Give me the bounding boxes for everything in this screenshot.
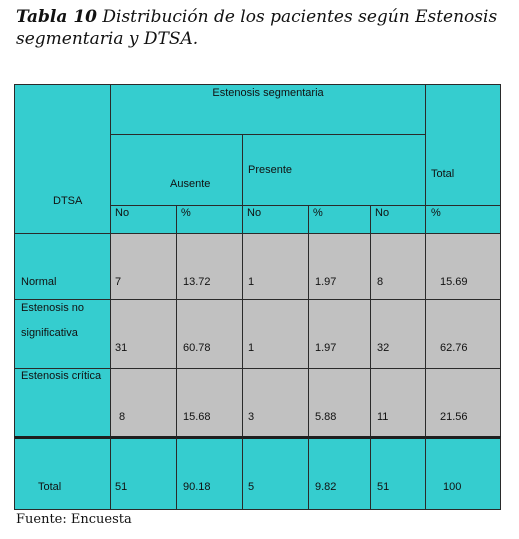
subheader-cell: % — [176, 205, 243, 234]
table-cell: 60.78 — [176, 299, 243, 369]
table-cell: 100 — [425, 436, 501, 510]
table-cell: 32 — [370, 299, 426, 369]
table-cell: 1.97 — [308, 299, 371, 369]
header-total: Total — [425, 84, 501, 206]
table-cell: 21.56 — [425, 368, 501, 437]
subheader-cell: No — [370, 205, 426, 234]
table-cell: 1 — [242, 299, 309, 369]
header-dtsa: DTSA — [14, 84, 111, 234]
header-group: Estenosis segmentaria — [110, 84, 426, 135]
row-label-total: Total — [14, 436, 111, 510]
table-cell: 15.69 — [425, 233, 501, 300]
row-label-normal: Normal — [14, 233, 111, 300]
table-cell: 5 — [242, 436, 309, 510]
table-cell: 31 — [110, 299, 177, 369]
table-source: Fuente: Encuesta — [16, 512, 132, 527]
table-cell: 8 — [110, 368, 177, 437]
table-caption: Tabla 10 Distribución de los pacientes s… — [16, 6, 512, 50]
data-table: DTSA Estenosis segmentaria Total Ausente… — [14, 84, 501, 510]
row-label-estenosis-critica: Estenosis crítica — [14, 368, 111, 437]
table-cell: 3 — [242, 368, 309, 437]
subheader-cell: No — [242, 205, 309, 234]
table-cell: 13.72 — [176, 233, 243, 300]
subheader-cell: % — [425, 205, 501, 234]
header-presente: Presente — [242, 134, 426, 206]
table-cell: 15.68 — [176, 368, 243, 437]
table-cell: 51 — [370, 436, 426, 510]
table-cell: 8 — [370, 233, 426, 300]
table-cell: 90.18 — [176, 436, 243, 510]
table-cell: 9.82 — [308, 436, 371, 510]
table-cell: 5.88 — [308, 368, 371, 437]
table-cell: 11 — [370, 368, 426, 437]
header-ausente: Ausente — [110, 134, 243, 206]
table-cell: 7 — [110, 233, 177, 300]
subheader-cell: No — [110, 205, 177, 234]
table-cell: 1 — [242, 233, 309, 300]
subheader-cell: % — [308, 205, 371, 234]
table-cell: 51 — [110, 436, 177, 510]
row-label-estenosis-no-significativa: Estenosis no significativa — [14, 299, 111, 369]
caption-text: Distribución de los pacientes según Este… — [16, 7, 498, 49]
table-cell: 62.76 — [425, 299, 501, 369]
table-cell: 1.97 — [308, 233, 371, 300]
caption-label: Tabla 10 — [16, 7, 97, 27]
